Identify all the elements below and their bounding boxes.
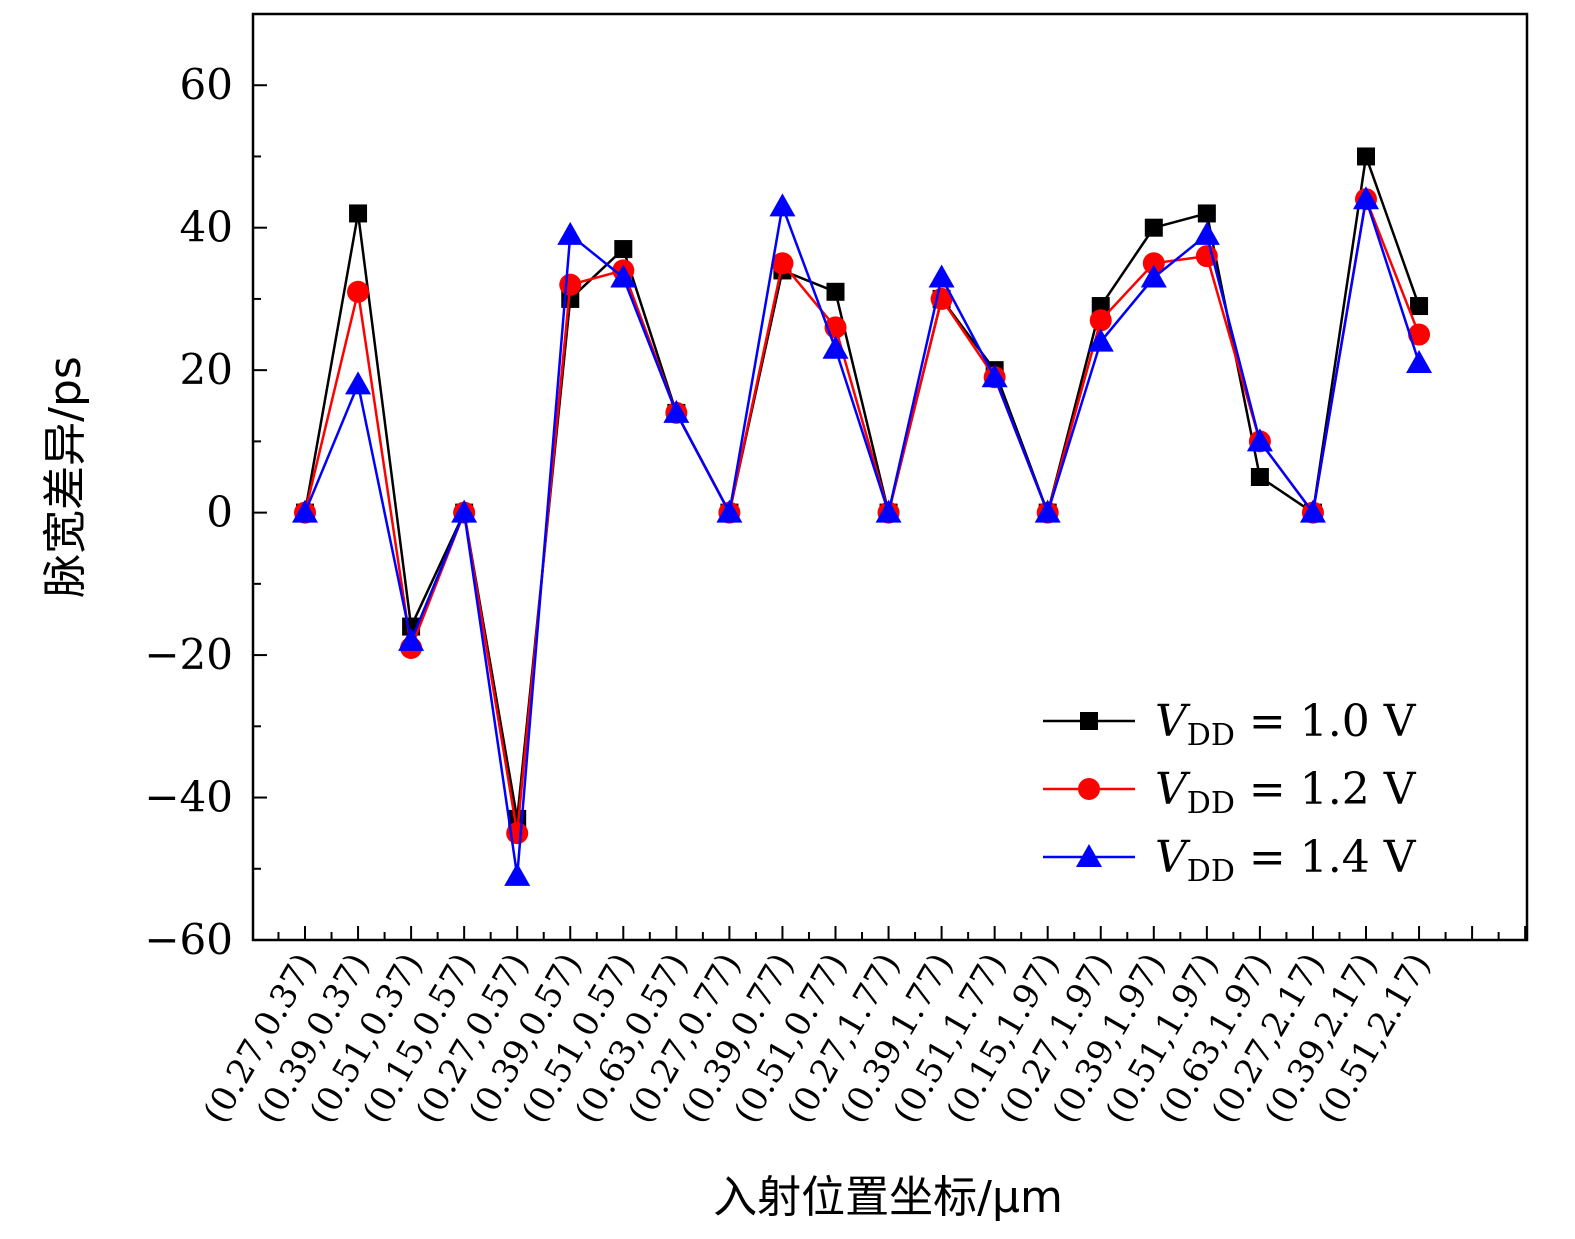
data-point-circle [1142,252,1165,275]
data-point-square [1250,468,1269,486]
data-point-triangle [1140,264,1167,288]
data-point-square [1197,204,1216,223]
data-point-triangle [769,193,796,217]
legend: VDD = 1.0 V VDD = 1.2 V VDD = 1.4 V [1043,696,1417,889]
series-line [303,194,1421,834]
data-point-triangle [504,862,531,886]
data-point-square [1080,712,1098,730]
data-point-circle [1408,323,1431,346]
y-tick-label: −20 [144,630,233,679]
legend-label: VDD = 1.2 V [1155,764,1417,821]
data-point-triangle [451,499,478,523]
data-point-circle [1089,309,1112,332]
data-point-triangle [1087,328,1114,352]
data-point-triangle [345,371,372,395]
y-tick-label: −40 [144,773,233,822]
data-point-square [614,240,633,259]
data-point-triangle [292,499,318,523]
data-point-circle [559,273,582,296]
data-point-square [1144,218,1163,237]
data-point-triangle [1299,499,1326,523]
series-3 [292,186,1433,886]
y-axis-title: 脉宽差异/ps [40,356,91,598]
data-point-triangle [610,264,637,288]
data-point-circle [1078,778,1100,800]
series-line [303,198,1421,877]
data-point-triangle [557,221,584,245]
data-point-triangle [663,399,690,423]
legend-label: VDD = 1.4 V [1155,832,1417,889]
data-point-circle [347,280,370,303]
data-point-circle [1195,245,1218,268]
data-point-triangle [1406,350,1433,374]
data-point-triangle [875,499,902,523]
data-point-square [1410,297,1429,316]
data-point-triangle [1034,499,1061,523]
y-tick-label: 40 [180,203,233,252]
data-point-square [1357,147,1375,166]
legend-entry-2: VDD = 1.2 V [1043,764,1417,821]
legend-label: VDD = 1.0 V [1155,696,1417,753]
plot-frame [251,12,1529,942]
legend-entry-3: VDD = 1.4 V [1043,832,1417,889]
y-tick-label: −60 [144,915,233,964]
series-layer [292,147,1433,886]
legend-entry-1: VDD = 1.0 V [1043,696,1417,753]
x-axis-title: 入射位置坐标/μm [713,1172,1063,1223]
data-point-triangle [928,264,955,288]
data-point-triangle [1193,221,1220,245]
data-point-square [349,204,368,223]
y-tick-label: 60 [180,60,233,109]
data-point-square [826,282,845,301]
data-point-triangle [822,335,849,359]
data-point-triangle [716,499,743,523]
data-point-triangle [1076,844,1102,867]
axes: 6040200−20−40−60(0.27,0.37)(0.39,0.37)(0… [144,12,1529,1130]
data-point-triangle [1246,428,1273,452]
data-point-circle [771,252,794,275]
data-point-triangle [1353,186,1379,210]
data-point-triangle [398,627,425,651]
y-tick-label: 20 [180,345,233,394]
y-tick-label: 0 [206,488,233,537]
data-point-triangle [981,364,1008,388]
